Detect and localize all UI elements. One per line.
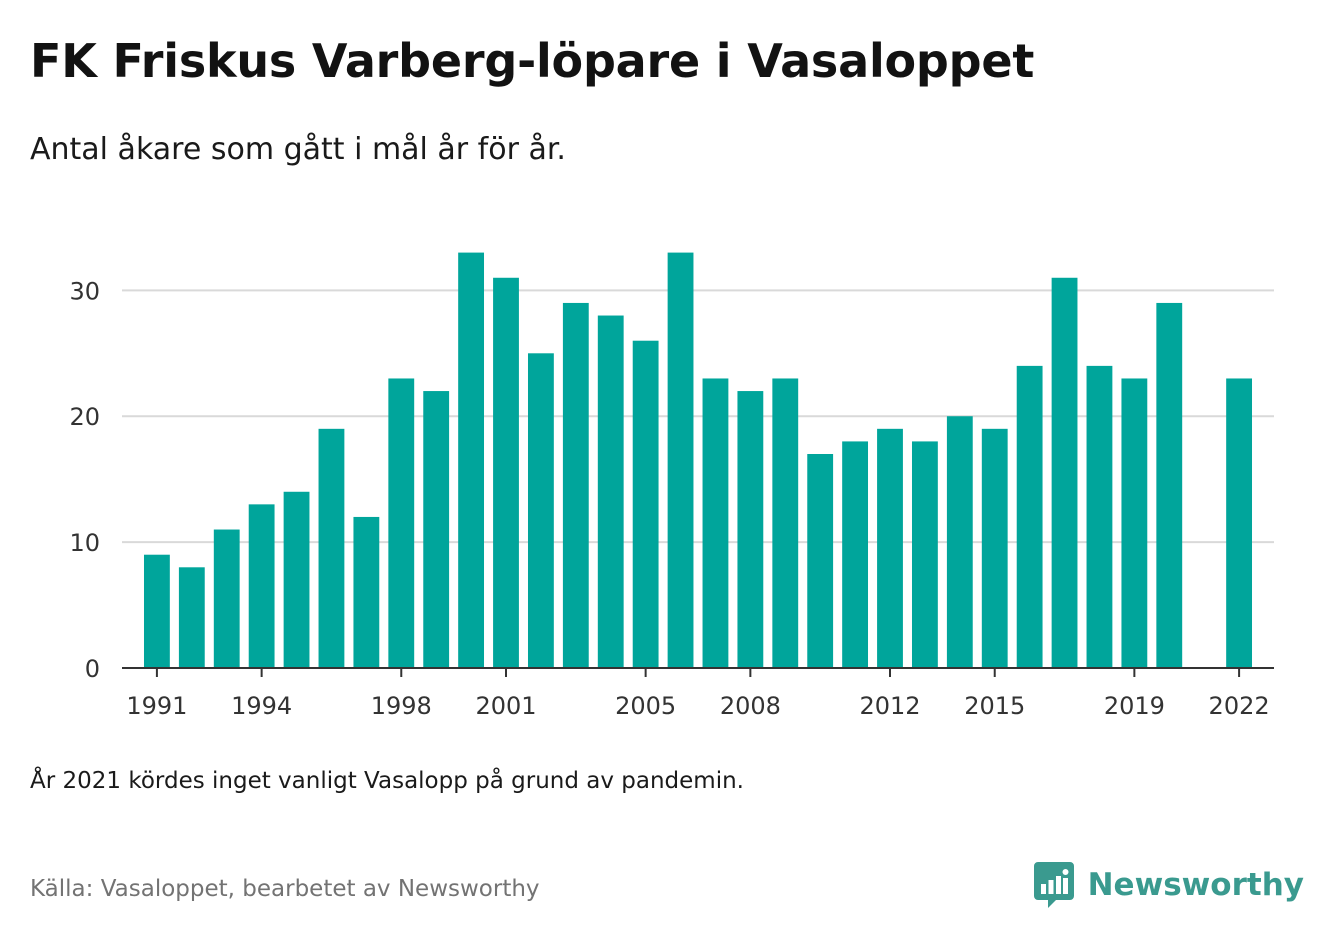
bar-2022 (1226, 378, 1253, 668)
bar-2013 (911, 441, 938, 668)
y-tick-label: 0 (85, 655, 100, 683)
bar-2002 (527, 353, 554, 668)
grid-lines (122, 289, 1274, 544)
bar-1999 (423, 391, 450, 668)
bar-2015 (981, 428, 1008, 668)
x-tick-label: 2001 (475, 692, 536, 720)
brand-name: Newsworthy (1087, 867, 1304, 903)
source-credit: Källa: Vasaloppet, bearbetet av Newswort… (30, 876, 540, 902)
bar-chart-speech-bubble-icon (1033, 862, 1074, 908)
bar-2008 (737, 391, 764, 668)
bar-2010 (807, 454, 834, 668)
x-tick-label: 2008 (720, 692, 781, 720)
bar-2009 (772, 378, 799, 668)
x-tick-label: 2015 (964, 692, 1025, 720)
x-tick-label: 1994 (231, 692, 292, 720)
x-tick-label: 2005 (615, 692, 676, 720)
bar-1991 (143, 554, 170, 668)
bar-2016 (1016, 365, 1043, 668)
y-tick-label: 20 (69, 403, 100, 431)
bar-2001 (493, 277, 519, 668)
x-tick-label: 2012 (859, 692, 920, 720)
bar-1992 (178, 567, 205, 668)
chart-title: FK Friskus Varberg-löpare i Vasaloppet (30, 34, 1035, 88)
bar-2014 (946, 416, 973, 668)
bar-2017 (1051, 277, 1078, 668)
y-tick-label: 10 (69, 529, 100, 557)
bar-2006 (667, 252, 694, 668)
brand-logo: Newsworthy (1033, 862, 1304, 908)
bar-1996 (318, 428, 345, 668)
bar-2012 (877, 428, 903, 668)
bar-1995 (283, 491, 310, 668)
x-tick-label: 1998 (371, 692, 432, 720)
x-tick-label: 2022 (1209, 692, 1270, 720)
bar-2018 (1086, 365, 1113, 668)
bar-2004 (597, 315, 624, 668)
y-tick-label: 30 (69, 277, 100, 305)
chart-note: År 2021 kördes inget vanligt Vasalopp på… (30, 768, 744, 794)
x-tick-label: 2019 (1104, 692, 1165, 720)
bar-2000 (458, 252, 485, 668)
x-tick-label: 1991 (126, 692, 187, 720)
bar-2020 (1156, 302, 1183, 668)
bar-2003 (562, 302, 589, 668)
bar-2019 (1121, 378, 1148, 668)
chart-subtitle: Antal åkare som gått i mål år för år. (30, 132, 566, 167)
bar-1994 (248, 504, 275, 668)
bar-1997 (353, 516, 380, 668)
bar-1993 (213, 529, 240, 668)
bar-1998 (388, 378, 415, 668)
axes: 0 10 20 30 1991 1994 1998 2001 2005 2008 2012 2015 2… (69, 277, 1274, 720)
bar-2011 (842, 441, 869, 668)
bars (143, 252, 1253, 668)
bar-2007 (702, 378, 729, 668)
bar-2005 (632, 340, 659, 668)
